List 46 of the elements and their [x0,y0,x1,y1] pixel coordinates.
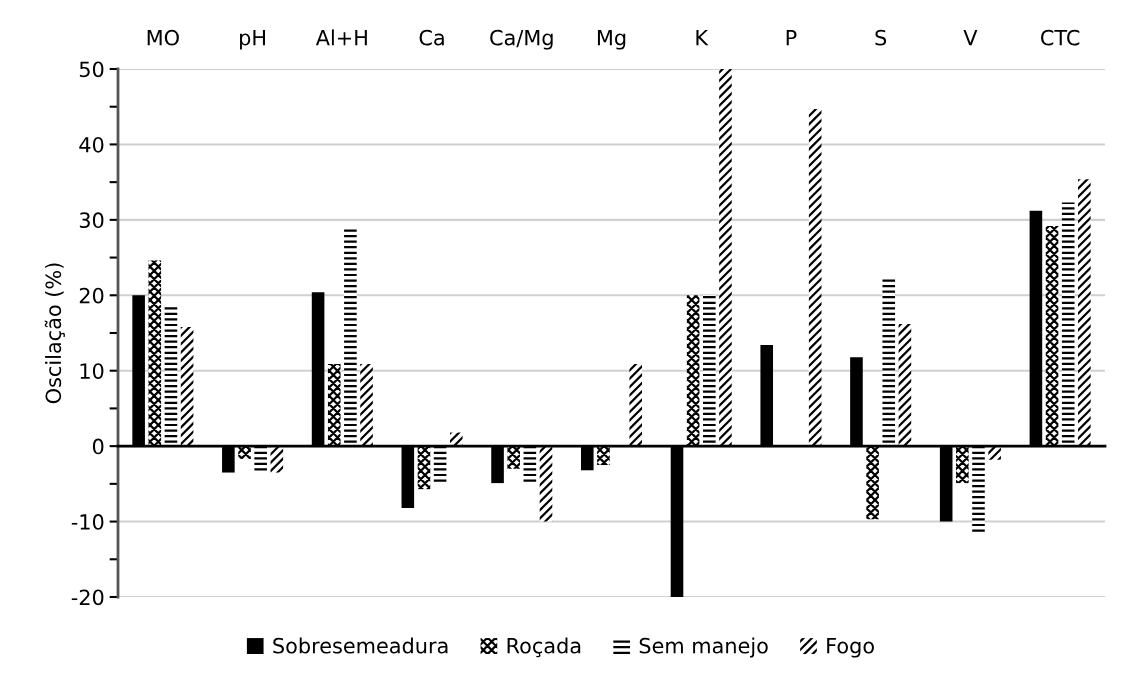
x-tick-label: Mg [597,30,626,50]
bar [629,363,643,447]
bar [417,446,431,490]
bar [507,446,520,469]
legend-label: Sobresemeadura [273,637,448,654]
legend-label: Fogo [827,638,874,658]
y-tick-label: 50 [79,61,104,78]
x-tick-label: Ca/Mg [490,29,553,50]
bar [180,326,194,447]
legend-label: Roçada [507,637,581,658]
bar [972,446,985,533]
bar [148,260,162,447]
x-tick-label: Ca [419,29,444,46]
bar [360,363,373,447]
bar [719,69,732,447]
bar [1078,179,1091,447]
x-tick-label: Al+H [315,29,367,46]
y-axis-title: Oscilação (%) [44,263,65,404]
y-tick-label: 20 [79,287,104,304]
bar [327,363,341,447]
x-tick-label: CTC [1041,29,1080,46]
bar [956,446,969,484]
bar [686,295,700,447]
bar [808,108,822,447]
bar [270,446,284,473]
x-tick-label: pH [240,30,265,50]
legend-label: Sem manejo [639,637,768,658]
bar [539,446,553,522]
y-tick-label: -20 [71,589,104,606]
x-tick-label: S [875,29,887,46]
bar [1045,225,1059,447]
bar [988,446,1001,460]
x-tick-label: P [786,30,797,46]
x-tick-label: K [696,30,709,46]
y-tick-label: -10 [71,514,104,530]
x-tick-label: MO [147,29,179,46]
bar [254,446,267,473]
bar [597,446,610,465]
y-tick-label: 30 [79,212,104,229]
y-tick-label: 40 [79,136,104,153]
x-tick-label: V [963,30,978,46]
bar [898,323,912,447]
y-tick-label: 10 [80,363,104,379]
y-tick-label: 0 [92,438,104,455]
bar [866,446,879,520]
bar [449,432,463,447]
